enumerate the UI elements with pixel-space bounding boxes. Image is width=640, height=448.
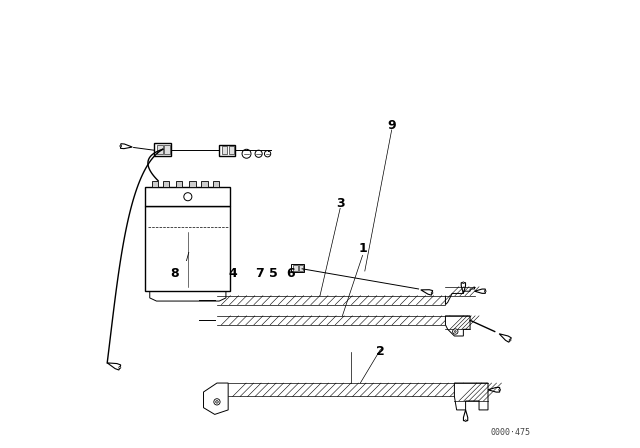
Polygon shape <box>107 363 121 370</box>
Circle shape <box>214 399 220 405</box>
Text: 7: 7 <box>255 267 264 280</box>
Text: /: / <box>186 252 189 262</box>
Bar <box>291 264 304 272</box>
Bar <box>213 181 220 187</box>
Polygon shape <box>463 410 468 421</box>
Polygon shape <box>445 316 470 336</box>
Text: 0000·475: 0000·475 <box>490 428 531 437</box>
Polygon shape <box>421 290 433 295</box>
Polygon shape <box>488 388 500 392</box>
Polygon shape <box>454 383 488 410</box>
Circle shape <box>463 282 464 284</box>
Circle shape <box>431 292 433 294</box>
Circle shape <box>484 290 486 292</box>
Circle shape <box>255 150 262 157</box>
Circle shape <box>120 145 122 147</box>
Circle shape <box>509 339 511 341</box>
Bar <box>164 145 170 154</box>
Bar <box>157 145 163 154</box>
Circle shape <box>499 389 500 391</box>
Text: 8: 8 <box>170 267 179 280</box>
Bar <box>228 146 234 154</box>
Text: 1: 1 <box>358 242 367 255</box>
Text: 3: 3 <box>336 197 344 211</box>
Circle shape <box>184 193 192 201</box>
Polygon shape <box>120 144 132 149</box>
Circle shape <box>454 331 456 332</box>
Bar <box>220 145 235 156</box>
Text: 9: 9 <box>387 119 396 132</box>
Text: 6: 6 <box>287 267 295 280</box>
Bar <box>201 181 207 187</box>
Text: 4: 4 <box>228 267 237 280</box>
Polygon shape <box>461 283 465 293</box>
Polygon shape <box>474 289 485 293</box>
Bar <box>154 143 172 155</box>
Bar <box>145 187 230 206</box>
Polygon shape <box>204 383 228 414</box>
Bar <box>222 146 227 154</box>
Bar <box>293 265 298 271</box>
Text: 2: 2 <box>376 345 385 358</box>
Bar <box>299 265 303 271</box>
Text: 5: 5 <box>269 267 277 280</box>
Circle shape <box>264 151 271 157</box>
Circle shape <box>242 149 251 158</box>
Circle shape <box>119 366 121 369</box>
Bar <box>176 181 182 187</box>
Bar <box>163 181 169 187</box>
Circle shape <box>216 401 218 403</box>
Bar <box>152 181 158 187</box>
Bar <box>145 206 230 291</box>
Circle shape <box>452 329 458 334</box>
Bar <box>189 181 196 187</box>
Polygon shape <box>499 334 511 342</box>
Circle shape <box>465 420 467 422</box>
